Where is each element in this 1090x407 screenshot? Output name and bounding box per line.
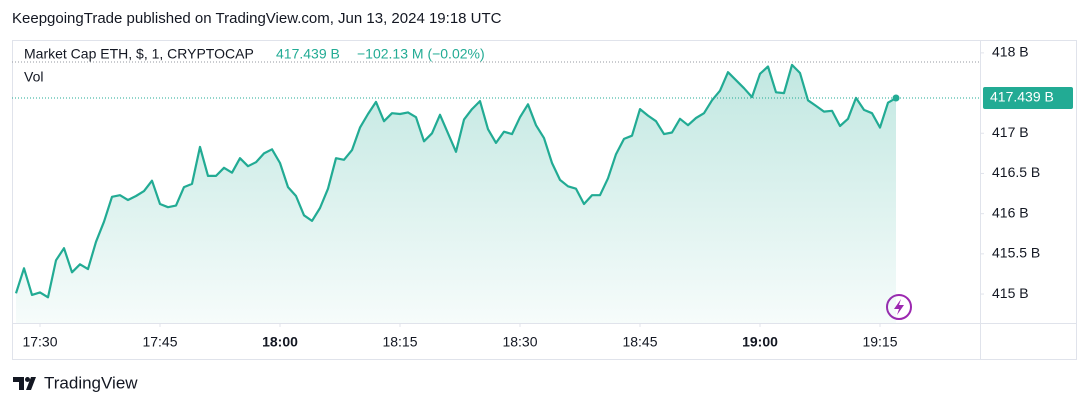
legend-value: 417.439 B <box>276 46 340 62</box>
y-tick-label: 418 B <box>992 44 1029 60</box>
x-tick-label: 18:45 <box>622 334 657 350</box>
price-line <box>14 63 897 299</box>
x-tick-label: 18:30 <box>502 334 537 350</box>
x-tick-label: 18:00 <box>262 334 298 350</box>
x-tick-label: 19:00 <box>742 334 778 350</box>
y-tick-label: 416 B <box>992 204 1029 220</box>
y-tick-label: 415.5 B <box>992 245 1040 261</box>
footer: TradingView <box>44 373 138 392</box>
last-price-box <box>983 86 1073 109</box>
area-fill <box>16 64 896 324</box>
legend-title: Market Cap ETH, $, 1, CRYPTOCAP <box>24 46 254 62</box>
last-price-label: 417.439 B <box>990 89 1054 105</box>
header: KeepgoingTrade published on TradingView.… <box>12 10 502 27</box>
legend-indicator: Vol <box>24 69 43 85</box>
x-tick-label: 18:15 <box>382 334 417 350</box>
last-point <box>892 94 900 102</box>
legend-change: −102.13 M (−0.02%) <box>357 46 485 62</box>
x-tick-label: 19:15 <box>862 334 897 350</box>
frame <box>12 40 1077 360</box>
y-tick-label: 415 B <box>992 285 1029 301</box>
y-tick-label: 416.5 B <box>992 164 1040 180</box>
logo <box>13 377 36 390</box>
x-tick-label: 17:45 <box>142 334 177 350</box>
y-tick-label: 417 B <box>992 124 1029 140</box>
x-tick-label: 17:30 <box>22 334 57 350</box>
